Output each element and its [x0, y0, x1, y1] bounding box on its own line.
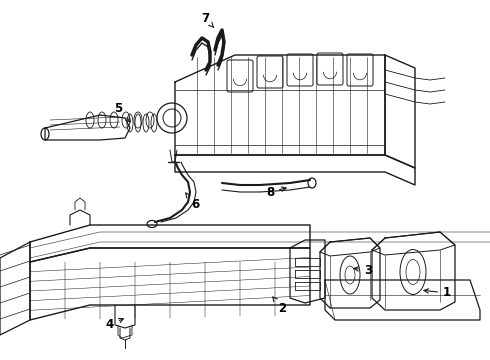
Text: 8: 8: [266, 185, 286, 198]
Text: 6: 6: [186, 193, 199, 211]
Text: 1: 1: [424, 287, 451, 300]
Text: 3: 3: [354, 264, 372, 276]
Text: 7: 7: [201, 12, 214, 28]
Text: 5: 5: [114, 102, 130, 122]
Text: 4: 4: [106, 319, 123, 332]
Text: 2: 2: [273, 297, 286, 315]
